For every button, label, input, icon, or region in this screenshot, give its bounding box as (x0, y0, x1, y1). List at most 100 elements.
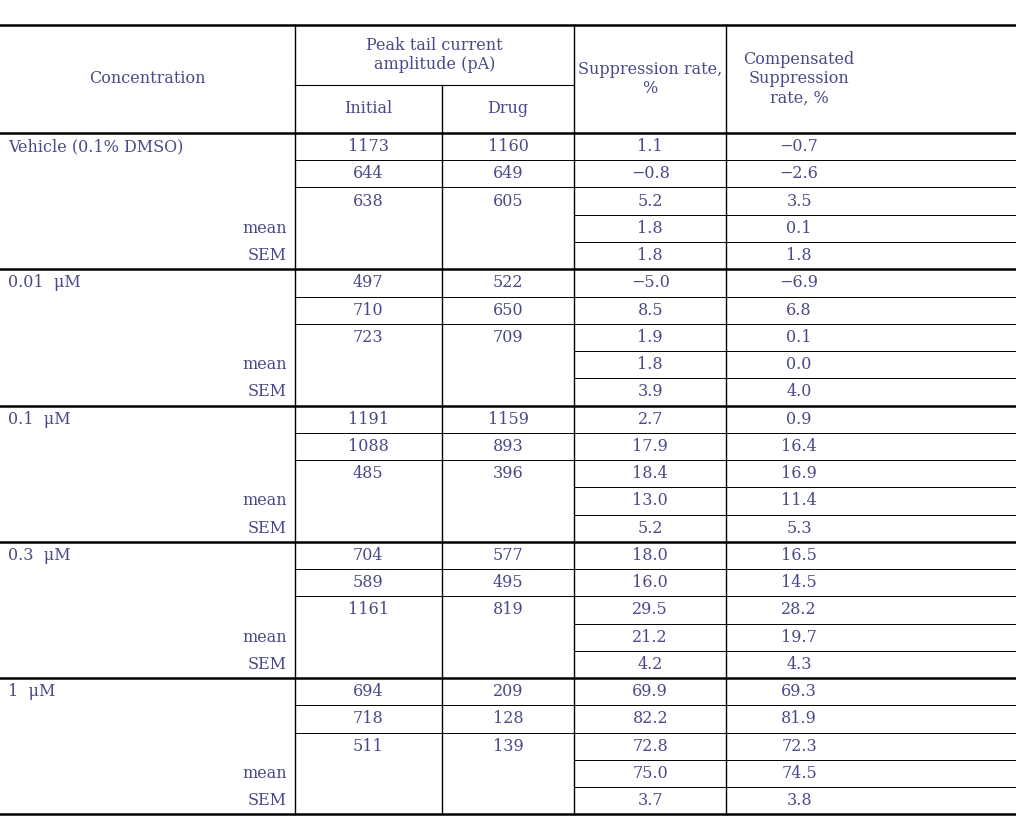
Text: 0.1  μM: 0.1 μM (8, 411, 71, 428)
Text: 819: 819 (493, 602, 523, 618)
Text: 0.1: 0.1 (786, 220, 812, 237)
Text: mean: mean (242, 493, 287, 509)
Text: 644: 644 (353, 165, 384, 182)
Text: 5.2: 5.2 (637, 519, 663, 537)
Text: 3.9: 3.9 (637, 383, 663, 401)
Text: 16.0: 16.0 (632, 574, 669, 591)
Text: Compensated
Suppression
rate, %: Compensated Suppression rate, % (744, 51, 854, 107)
Text: 2.7: 2.7 (637, 411, 663, 428)
Text: 4.0: 4.0 (786, 383, 812, 401)
Text: mean: mean (242, 629, 287, 646)
Text: 0.9: 0.9 (786, 411, 812, 428)
Text: 3.8: 3.8 (786, 792, 812, 809)
Text: 69.3: 69.3 (781, 683, 817, 701)
Text: 1.8: 1.8 (637, 356, 663, 373)
Text: 1.8: 1.8 (786, 247, 812, 264)
Text: Suppression rate,
%: Suppression rate, % (578, 61, 722, 97)
Text: 17.9: 17.9 (632, 438, 669, 455)
Text: mean: mean (242, 220, 287, 237)
Text: 1161: 1161 (347, 602, 389, 618)
Text: SEM: SEM (248, 792, 287, 809)
Text: 4.3: 4.3 (786, 656, 812, 673)
Text: 694: 694 (353, 683, 384, 701)
Text: 1160: 1160 (488, 138, 528, 155)
Text: mean: mean (242, 356, 287, 373)
Text: 723: 723 (353, 329, 384, 346)
Text: 3.7: 3.7 (637, 792, 663, 809)
Text: SEM: SEM (248, 247, 287, 264)
Text: 650: 650 (493, 302, 523, 318)
Text: 1.8: 1.8 (637, 247, 663, 264)
Text: 511: 511 (353, 738, 384, 755)
Text: 522: 522 (493, 274, 523, 292)
Text: 5.2: 5.2 (637, 193, 663, 209)
Text: 0.3  μM: 0.3 μM (8, 547, 71, 564)
Text: Concentration: Concentration (89, 71, 205, 87)
Text: Vehicle (0.1% DMSO): Vehicle (0.1% DMSO) (8, 138, 184, 155)
Text: 1  μM: 1 μM (8, 683, 56, 701)
Text: 13.0: 13.0 (632, 493, 669, 509)
Text: 14.5: 14.5 (781, 574, 817, 591)
Text: 6.8: 6.8 (786, 302, 812, 318)
Text: Drug: Drug (488, 100, 528, 116)
Text: 21.2: 21.2 (632, 629, 669, 646)
Text: 74.5: 74.5 (781, 765, 817, 782)
Text: 82.2: 82.2 (632, 711, 669, 727)
Text: Peak tail current
amplitude (pA): Peak tail current amplitude (pA) (366, 37, 503, 73)
Text: 75.0: 75.0 (632, 765, 669, 782)
Text: 18.4: 18.4 (632, 465, 669, 482)
Text: 718: 718 (353, 711, 384, 727)
Text: mean: mean (242, 765, 287, 782)
Text: 1173: 1173 (347, 138, 389, 155)
Text: 495: 495 (493, 574, 523, 591)
Text: 710: 710 (353, 302, 384, 318)
Text: 396: 396 (493, 465, 523, 482)
Text: 589: 589 (353, 574, 384, 591)
Text: 128: 128 (493, 711, 523, 727)
Text: 29.5: 29.5 (632, 602, 669, 618)
Text: −5.0: −5.0 (631, 274, 670, 292)
Text: 28.2: 28.2 (781, 602, 817, 618)
Text: 209: 209 (493, 683, 523, 701)
Text: 577: 577 (493, 547, 523, 564)
Text: 605: 605 (493, 193, 523, 209)
Text: 3.5: 3.5 (786, 193, 812, 209)
Text: 11.4: 11.4 (781, 493, 817, 509)
Text: 0.1: 0.1 (786, 329, 812, 346)
Text: 638: 638 (353, 193, 384, 209)
Text: 5.3: 5.3 (786, 519, 812, 537)
Text: 1159: 1159 (488, 411, 528, 428)
Text: 1191: 1191 (347, 411, 389, 428)
Text: 16.4: 16.4 (781, 438, 817, 455)
Text: 0.0: 0.0 (786, 356, 812, 373)
Text: 72.8: 72.8 (632, 738, 669, 755)
Text: 1088: 1088 (347, 438, 389, 455)
Text: 893: 893 (493, 438, 523, 455)
Text: 1.9: 1.9 (637, 329, 663, 346)
Text: SEM: SEM (248, 383, 287, 401)
Text: 81.9: 81.9 (781, 711, 817, 727)
Text: SEM: SEM (248, 519, 287, 537)
Text: −2.6: −2.6 (779, 165, 819, 182)
Text: 1.8: 1.8 (637, 220, 663, 237)
Text: −0.7: −0.7 (779, 138, 819, 155)
Text: SEM: SEM (248, 656, 287, 673)
Text: 0.01  μM: 0.01 μM (8, 274, 81, 292)
Text: 8.5: 8.5 (637, 302, 663, 318)
Text: 72.3: 72.3 (781, 738, 817, 755)
Text: 16.5: 16.5 (781, 547, 817, 564)
Text: 704: 704 (353, 547, 384, 564)
Text: 19.7: 19.7 (781, 629, 817, 646)
Text: 485: 485 (353, 465, 384, 482)
Text: 649: 649 (493, 165, 523, 182)
Text: −6.9: −6.9 (779, 274, 819, 292)
Text: 139: 139 (493, 738, 523, 755)
Text: −0.8: −0.8 (631, 165, 670, 182)
Text: 497: 497 (353, 274, 384, 292)
Text: 69.9: 69.9 (632, 683, 669, 701)
Text: Initial: Initial (344, 100, 392, 116)
Text: 16.9: 16.9 (781, 465, 817, 482)
Text: 1.1: 1.1 (637, 138, 663, 155)
Text: 709: 709 (493, 329, 523, 346)
Text: 18.0: 18.0 (632, 547, 669, 564)
